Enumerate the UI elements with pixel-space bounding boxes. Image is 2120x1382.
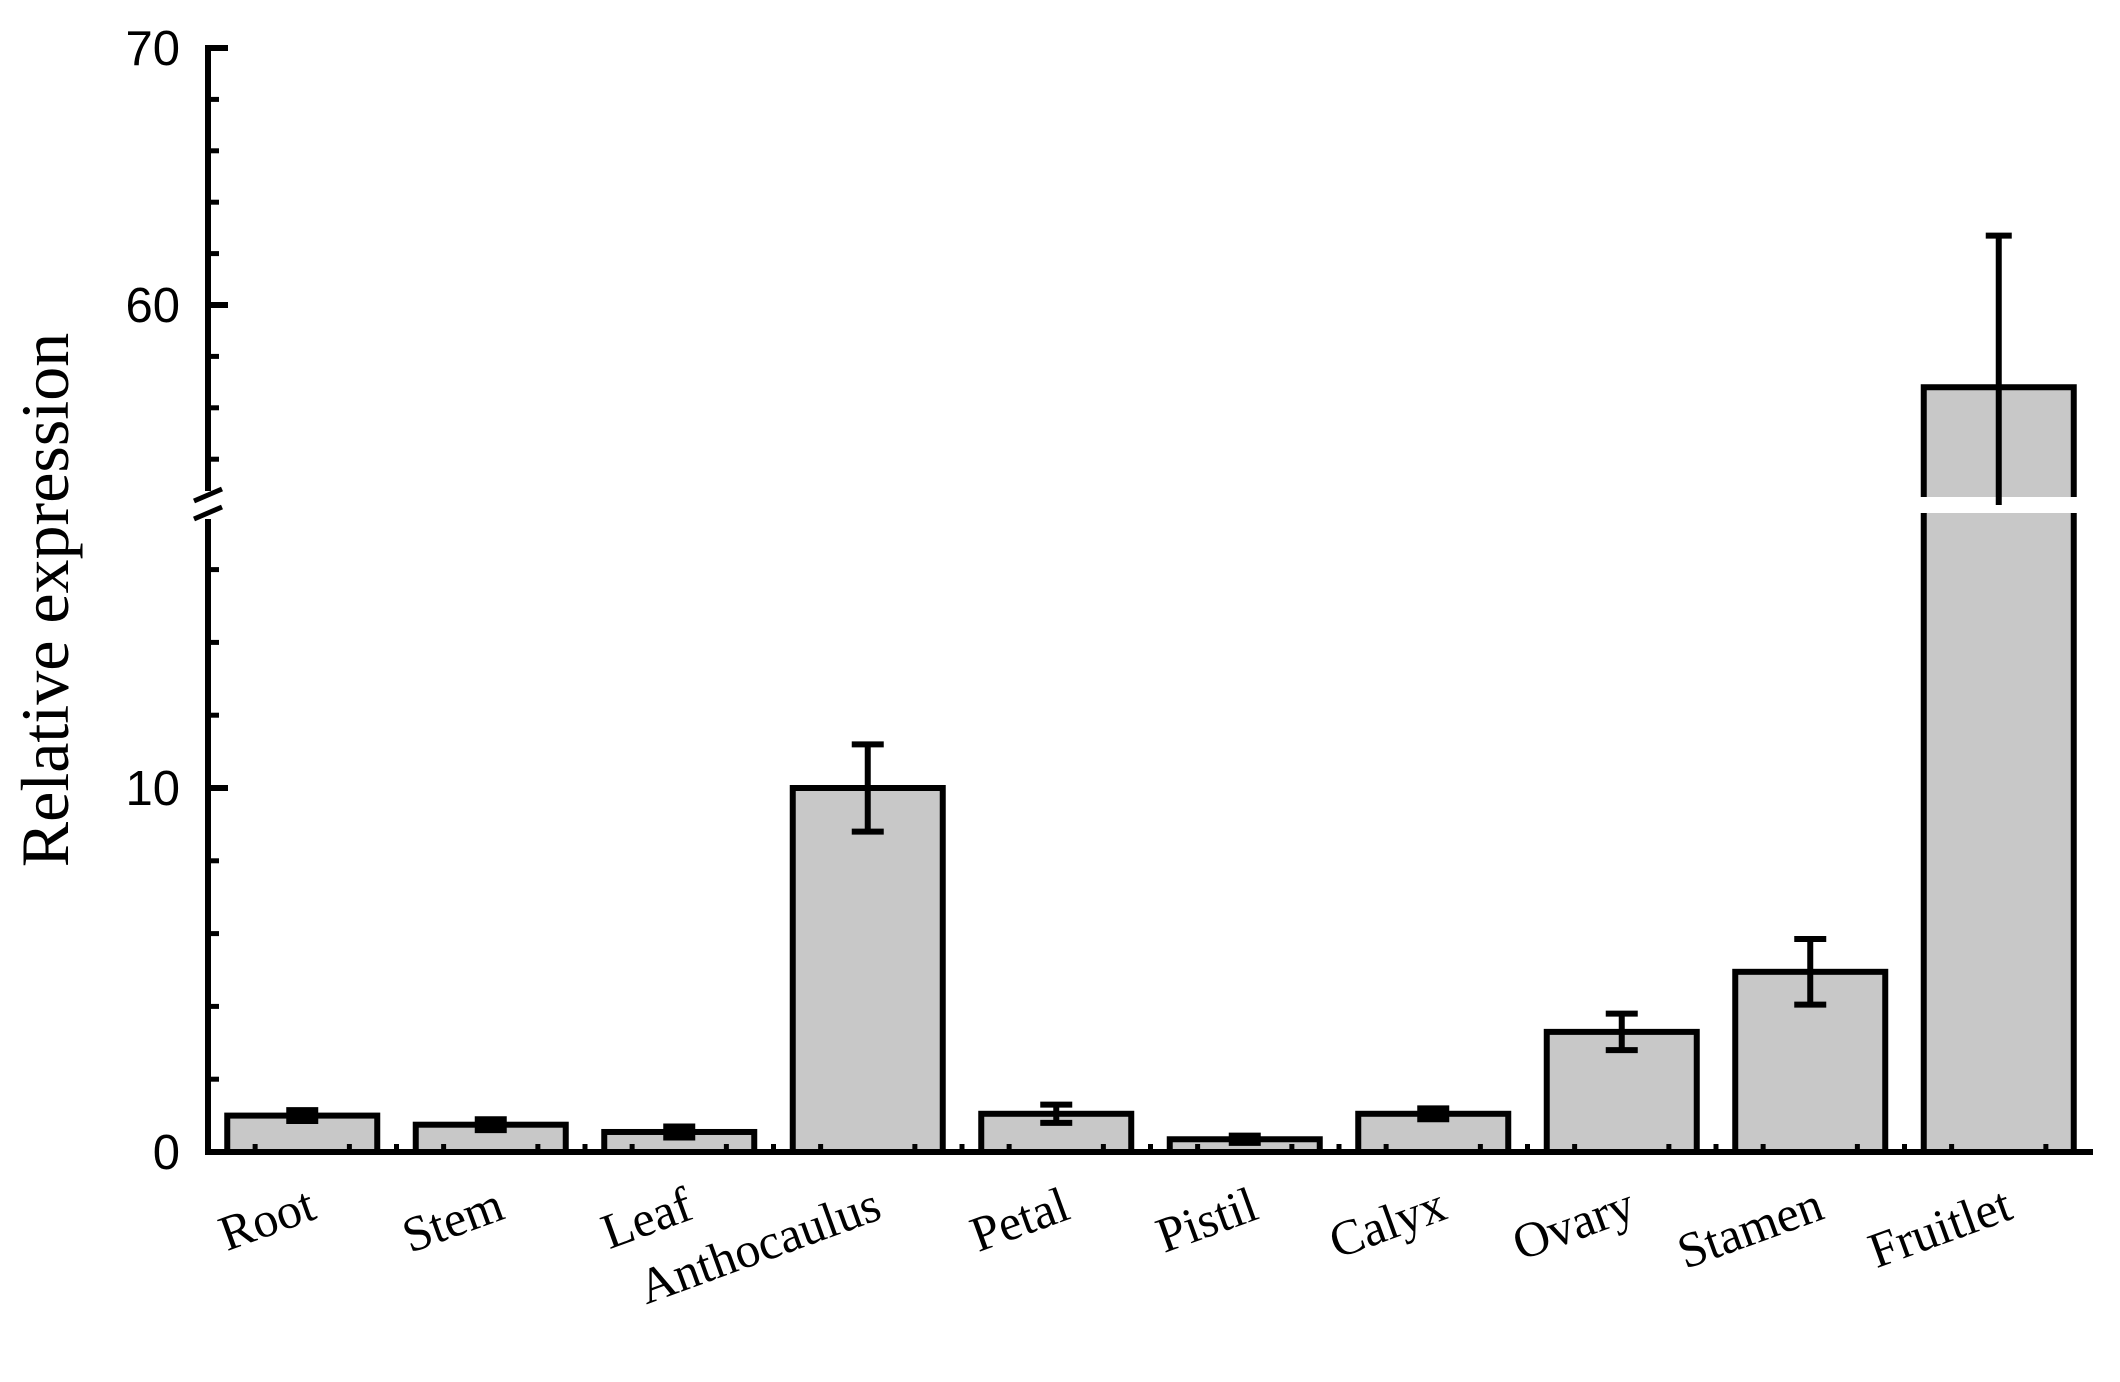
y-tick-label: 60 [125,279,180,333]
x-tick-label: Petal [963,1176,1076,1263]
x-tick-label: Fruitlet [1861,1176,2019,1279]
axis-break-mark [193,486,223,504]
x-tick-label: Stamen [1670,1176,1830,1280]
error-bars [286,232,2012,1146]
y-tick-label: 10 [125,762,180,816]
y-axis-title: Relative expression [7,333,83,867]
axes [193,45,2093,1155]
axis-break-mark [193,504,223,522]
y-tick-label: 70 [125,22,180,76]
x-tick-label: Calyx [1322,1176,1453,1269]
y-tick-label: 0 [153,1126,180,1180]
bar-fruitlet [1920,384,2077,1155]
bars [224,384,2078,1156]
x-tick-label: Root [211,1176,322,1262]
x-tick-label: Ovary [1505,1176,1642,1271]
x-tick-label: Pistil [1149,1176,1265,1264]
bar-anthocaulus [789,785,946,1155]
x-tick-label: Stem [395,1176,511,1264]
